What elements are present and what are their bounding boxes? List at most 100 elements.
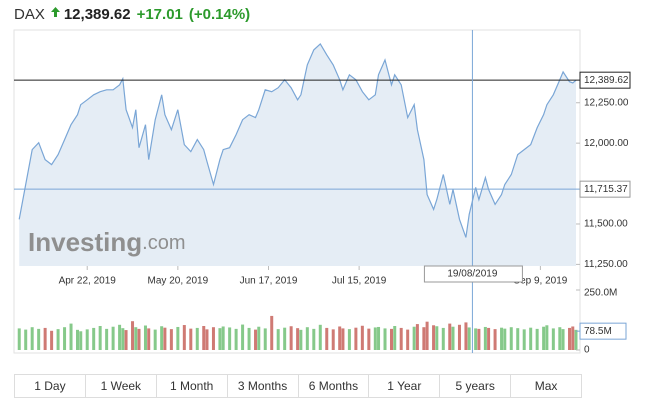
volume-bar bbox=[163, 327, 167, 350]
x-tick-label: May 20, 2019 bbox=[148, 276, 209, 287]
range-button[interactable]: 3 Months bbox=[228, 375, 299, 397]
volume-bar bbox=[276, 329, 280, 350]
range-button[interactable]: 1 Day bbox=[15, 375, 86, 397]
volume-bar bbox=[24, 329, 28, 350]
volume-bar bbox=[535, 328, 539, 350]
volume-bar bbox=[63, 327, 67, 350]
header: DAX 12,389.62 +17.01 (+0.14%) bbox=[14, 6, 256, 23]
volume-bar bbox=[289, 326, 293, 350]
range-button[interactable]: 1 Week bbox=[86, 375, 157, 397]
range-button[interactable]: 1 Year bbox=[369, 375, 441, 397]
volume-bar bbox=[451, 326, 455, 350]
volume-bar bbox=[477, 328, 481, 350]
volume-tick-label: 250.0M bbox=[584, 288, 617, 299]
volume-bar bbox=[441, 327, 445, 350]
volume-bar bbox=[467, 327, 471, 350]
area-fill bbox=[19, 43, 576, 267]
x-tick-label: Jul 15, 2019 bbox=[332, 276, 387, 287]
volume-bar bbox=[464, 322, 468, 350]
current-volume-label-box bbox=[579, 322, 627, 340]
volume-bar bbox=[325, 327, 329, 350]
range-button[interactable]: 1 Month bbox=[157, 375, 228, 397]
volume-bar bbox=[85, 329, 89, 350]
volume-bar bbox=[487, 327, 491, 350]
last-price-label: 12,389.62 bbox=[584, 75, 629, 86]
volume-bar bbox=[341, 328, 345, 350]
volume-bar bbox=[257, 326, 261, 350]
volume-bar bbox=[247, 327, 251, 350]
change: +17.01 bbox=[136, 6, 183, 23]
range-selector: 1 Day 1 Week 1 Month 3 Months 6 Months 1 Year… bbox=[14, 374, 582, 398]
volume-bar bbox=[176, 326, 180, 350]
up-arrow bbox=[50, 7, 60, 17]
y-tick-label: 12,000.00 bbox=[584, 138, 629, 149]
volume-bar bbox=[483, 326, 487, 350]
volume-bar bbox=[522, 329, 526, 350]
volume-bar bbox=[412, 326, 416, 350]
volume-bar bbox=[503, 328, 507, 350]
volume-bar bbox=[448, 323, 452, 350]
volume-bar bbox=[124, 330, 128, 350]
volume-bar bbox=[542, 326, 546, 350]
y-tick-label: 11,500.00 bbox=[584, 219, 628, 230]
volume-bar bbox=[354, 327, 358, 350]
volume-bar bbox=[121, 328, 125, 350]
range-button[interactable]: 5 years bbox=[440, 375, 512, 397]
volume-bar bbox=[415, 324, 419, 350]
volume-bar bbox=[312, 328, 316, 350]
volume-bar bbox=[373, 327, 377, 350]
volume-bar bbox=[189, 328, 193, 350]
volume-bar bbox=[571, 326, 575, 350]
volume-bar bbox=[389, 328, 393, 350]
volume-bar bbox=[182, 325, 186, 350]
volume-bar bbox=[137, 328, 141, 350]
volume-bar bbox=[283, 327, 287, 350]
volume-bar bbox=[17, 328, 21, 350]
volume-bar bbox=[318, 324, 322, 350]
volume-bar bbox=[211, 327, 215, 350]
crosshair-x-label: 19/08/2019 bbox=[447, 269, 497, 280]
volume-bar bbox=[153, 329, 157, 350]
watermark-part: .com bbox=[142, 232, 185, 254]
y-tick-label: 12,250.00 bbox=[584, 97, 629, 108]
volume-bar bbox=[509, 327, 513, 350]
volume-bar bbox=[500, 327, 504, 350]
volume-bar bbox=[558, 327, 562, 350]
volume-bar bbox=[56, 329, 60, 350]
volume-bar bbox=[79, 331, 83, 350]
current-volume-label: 78.5M bbox=[584, 326, 612, 337]
volume-bar bbox=[493, 329, 497, 350]
volume-bar bbox=[263, 328, 267, 350]
crosshair-y-label-box bbox=[579, 180, 631, 198]
volume-bar bbox=[432, 325, 436, 350]
volume-bar bbox=[399, 327, 403, 350]
volume-bar bbox=[474, 328, 478, 350]
volume-bar bbox=[545, 325, 549, 350]
volume-bar bbox=[160, 326, 164, 350]
watermark-part: Investing bbox=[28, 227, 142, 257]
volume-bar bbox=[195, 327, 199, 350]
volume-bar bbox=[367, 328, 371, 350]
volume-bar bbox=[218, 328, 222, 350]
volume-bar bbox=[76, 329, 80, 350]
volume-bar bbox=[234, 328, 238, 350]
volume-bar bbox=[425, 321, 429, 350]
volume-bar bbox=[435, 326, 439, 350]
watermark: Investing.com bbox=[28, 227, 185, 257]
volume-bar bbox=[169, 329, 173, 350]
range-button[interactable]: 6 Months bbox=[299, 375, 370, 397]
volume-bar bbox=[551, 328, 555, 350]
symbol: DAX bbox=[14, 6, 45, 23]
volume-bar bbox=[561, 329, 565, 350]
volume-bar bbox=[98, 326, 102, 350]
change-percent: (+0.14%) bbox=[188, 6, 251, 23]
x-tick-label: Jun 17, 2019 bbox=[240, 276, 298, 287]
volume-bar bbox=[529, 327, 533, 350]
last-price-label-box bbox=[579, 71, 631, 89]
range-button[interactable]: Max bbox=[534, 379, 558, 393]
volume-bar bbox=[241, 324, 245, 350]
volume-bar bbox=[50, 330, 54, 350]
volume-bar bbox=[228, 327, 232, 350]
volume-bar bbox=[383, 328, 387, 350]
